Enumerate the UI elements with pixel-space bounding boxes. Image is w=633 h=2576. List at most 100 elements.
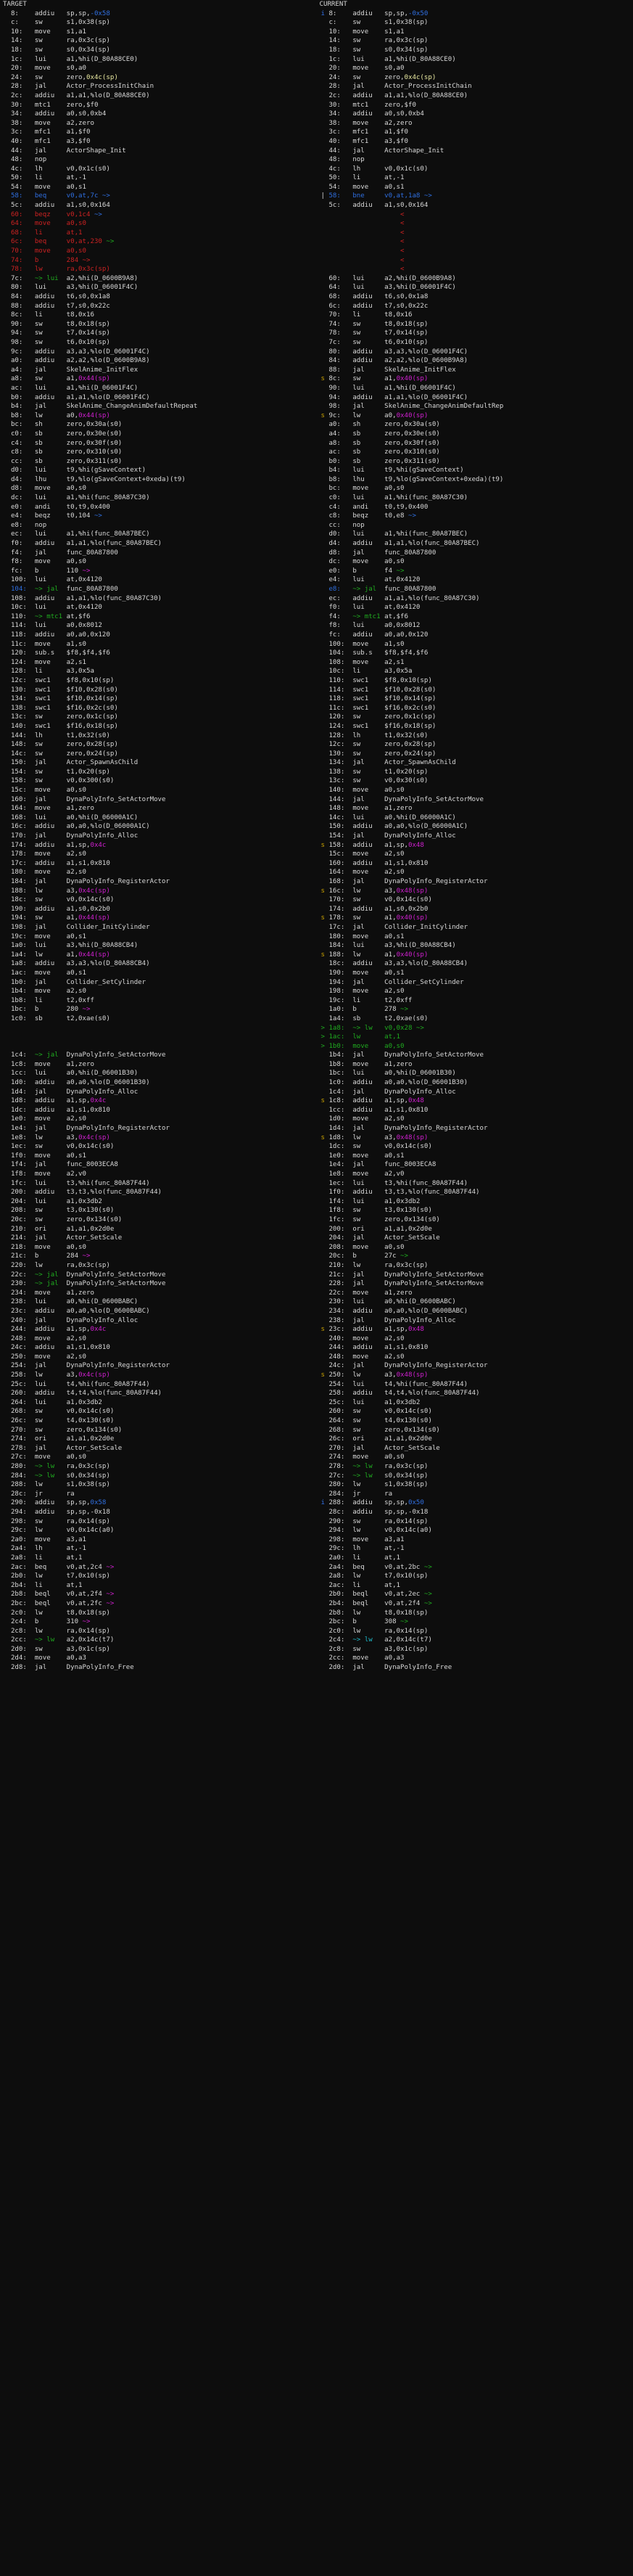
- diff-marker: [321, 1317, 329, 1324]
- diff-marker: [321, 1244, 329, 1251]
- instr-mnemonic: jal: [352, 147, 385, 155]
- instr-address: 210:: [10, 1225, 35, 1233]
- instr-address: 110:: [328, 676, 353, 684]
- instr-mnemonic: addiu: [352, 1508, 385, 1516]
- instr-mnemonic: addiu: [34, 9, 67, 17]
- instr-mnemonic: sw: [352, 375, 385, 383]
- instr-operand: a1,a1,%lo(func_80A87C30): [66, 594, 162, 602]
- instr-mnemonic: jal: [34, 549, 67, 557]
- diff-line: 204: jal Actor_SetScale: [317, 1234, 633, 1243]
- instr-mnemonic: b: [352, 1618, 385, 1626]
- instr-address: 1d8:: [10, 1097, 35, 1105]
- instr-operand: ~>: [420, 1591, 432, 1599]
- instr-address: b8:: [10, 411, 35, 419]
- instr-mnemonic: move: [34, 805, 67, 813]
- instr-operand: a0,a0,%lo(D_06001B30): [384, 1079, 468, 1087]
- instr-operand: a0,0x8012: [66, 622, 102, 630]
- instr-mnemonic: addiu: [34, 905, 67, 913]
- instr-address: 64:: [328, 284, 353, 292]
- diff-marker: [321, 56, 329, 63]
- instr-mnemonic: sb: [352, 430, 385, 438]
- instr-mnemonic: addiu: [352, 594, 385, 602]
- instr-address: 2c:: [10, 91, 35, 99]
- instr-mnemonic: b: [34, 567, 67, 575]
- diff-marker: s: [320, 1133, 329, 1141]
- instr-address: 1e8:: [10, 1133, 35, 1141]
- instr-address: 84:: [10, 293, 35, 300]
- diff-marker: [321, 896, 329, 903]
- instr-address: 178:: [328, 914, 353, 922]
- instr-operand: t8,0x18(sp): [66, 1609, 110, 1617]
- instr-operand: v0,at,2ec: [384, 1591, 421, 1599]
- diff-line: 294: addiu sp,sp,-0x18: [0, 1508, 317, 1517]
- instr-operand: v0,at,2f4: [384, 1599, 421, 1607]
- instr-operand: v0,0x14c(a0): [384, 1527, 432, 1535]
- diff-marker: [321, 1399, 329, 1406]
- diff-line: s 250: lw a3,0x48(sp): [317, 1371, 633, 1380]
- diff-marker: s: [320, 914, 329, 922]
- instr-mnemonic: sw: [34, 19, 67, 27]
- instr-mnemonic: lui: [34, 467, 67, 475]
- diff-line: a8: sw a1,0x44(sp): [0, 374, 317, 384]
- instr-address: 90:: [10, 320, 35, 328]
- instr-address: 23c:: [328, 1326, 353, 1334]
- instr-operand: DynaPolyInfo_SetActorMove: [66, 795, 166, 803]
- diff-line: 1ec: lui t3,%hi(func_80A87F44): [317, 1179, 633, 1189]
- diff-line: 98: jal SkelAnime_ChangeAnimDefaultRep: [317, 402, 633, 411]
- diff-line: 204: lui a1,0x3db2: [0, 1197, 317, 1207]
- diff-marker: [3, 1170, 11, 1178]
- instr-operand: 280: [66, 1006, 79, 1014]
- instr-address: 298:: [10, 1517, 35, 1525]
- instr-address: 288:: [10, 1481, 35, 1489]
- instr-mnemonic: sw: [34, 329, 67, 337]
- diff-marker: [3, 1408, 11, 1415]
- instr-mnemonic: move: [34, 220, 67, 228]
- diff-marker: [3, 1490, 11, 1498]
- diff-line: 50: li at,-1: [0, 173, 317, 183]
- instr-address: 138:: [10, 704, 35, 712]
- instr-mnemonic: swc1: [352, 686, 385, 694]
- instr-operand: t3,0x130(s0): [384, 1207, 432, 1215]
- target-column: TARGET 8: addiu sp,sp,-0x58 c: sw s1,0x3…: [0, 0, 317, 1673]
- instr-operand: at,1: [66, 1554, 83, 1562]
- diff-line: 21c: jal DynaPolyInfo_SetActorMove: [317, 1271, 633, 1280]
- instr-address: 3c:: [10, 128, 35, 136]
- diff-line: 11c: move a1,s0: [0, 640, 317, 649]
- instr-operand: Actor_SetScale: [66, 1444, 123, 1452]
- instr-address: 124:: [328, 722, 353, 730]
- instr-operand: ra: [66, 1490, 75, 1498]
- diff-line: s 1c8: addiu a1,sp,0x48: [317, 1096, 633, 1106]
- diff-line: 98: sw t6,0x10(sp): [0, 338, 317, 348]
- diff-marker: [3, 92, 11, 99]
- instr-operand: t7,0x10(sp): [66, 1572, 110, 1580]
- instr-operand: ra,0x3c(sp): [384, 37, 429, 45]
- instr-operand: zero,0x30f(s0): [66, 439, 123, 447]
- instr-mnemonic: lui: [352, 1179, 385, 1187]
- instr-operand: $f10,0x28(s0): [384, 686, 437, 694]
- diff-line: 278: jal Actor_SetScale: [0, 1444, 317, 1453]
- diff-line: 220: lw ra,0x3c(sp): [0, 1261, 317, 1271]
- instr-operand: zero,0x24(sp): [66, 750, 118, 758]
- instr-mnemonic: move: [352, 1152, 385, 1160]
- instr-address: 23c:: [10, 1307, 35, 1315]
- diff-line: 44: jal ActorShape_Init: [0, 147, 317, 156]
- diff-line: <: [317, 210, 633, 220]
- diff-line: 4c: lh v0,0x1c(s0): [0, 165, 317, 174]
- instr-mnemonic: li: [34, 1554, 67, 1562]
- diff-line: 24c: jal DynaPolyInfo_RegisterActor: [317, 1361, 633, 1371]
- diff-marker: [3, 1344, 11, 1351]
- instr-mnemonic: beq: [34, 192, 67, 200]
- instr-mnemonic: addiu: [352, 631, 385, 639]
- diff-marker: [321, 1353, 329, 1361]
- diff-line: 44: jal ActorShape_Init: [317, 147, 633, 156]
- diff-line: 108: addiu a1,a1,%lo(func_80A87C30): [0, 594, 317, 604]
- instr-operand: s1,0x38(sp): [66, 19, 110, 27]
- instr-mnemonic: sw: [352, 1645, 385, 1653]
- instr-address: 2cc:: [328, 1654, 353, 1662]
- instr-operand: t6,s0,0x1a8: [66, 293, 110, 300]
- diff-marker: [3, 549, 11, 557]
- instr-operand: s0,0x34(sp): [384, 1472, 429, 1480]
- instr-address: 68:: [328, 293, 353, 300]
- diff-marker: [3, 375, 11, 382]
- instr-mnemonic: lui: [34, 576, 67, 584]
